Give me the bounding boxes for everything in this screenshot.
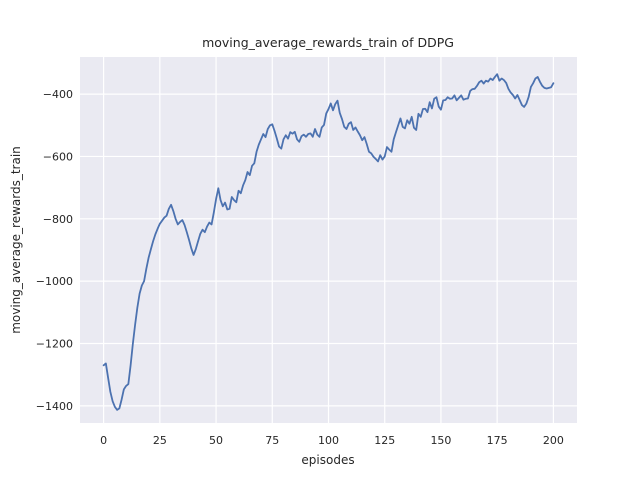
x-tick-label: 50 <box>209 434 223 447</box>
x-tick-label: 150 <box>430 434 451 447</box>
y-tick-labels: −400 −600 −800 −1000 −1200 −1400 <box>36 88 73 413</box>
x-tick-label: 75 <box>265 434 279 447</box>
y-tick-label: −800 <box>43 213 73 226</box>
x-tick-label: 0 <box>100 434 107 447</box>
x-tick-labels: 0 25 50 75 100 125 150 175 200 <box>100 434 564 447</box>
y-tick-label: −600 <box>43 150 73 163</box>
chart-title: moving_average_rewards_train of DDPG <box>202 35 454 50</box>
y-axis-label: moving_average_rewards_train <box>9 146 23 334</box>
y-tick-label: −400 <box>43 88 73 101</box>
x-tick-label: 25 <box>153 434 167 447</box>
gridlines <box>80 57 577 423</box>
x-tick-label: 200 <box>543 434 564 447</box>
y-tick-label: −1000 <box>36 275 73 288</box>
x-tick-label: 175 <box>487 434 508 447</box>
series-line <box>102 73 555 411</box>
x-tick-label: 125 <box>374 434 395 447</box>
y-tick-label: −1200 <box>36 338 73 351</box>
x-axis-label: episodes <box>301 453 354 467</box>
x-tick-label: 100 <box>318 434 339 447</box>
y-tick-label: −1400 <box>36 400 73 413</box>
